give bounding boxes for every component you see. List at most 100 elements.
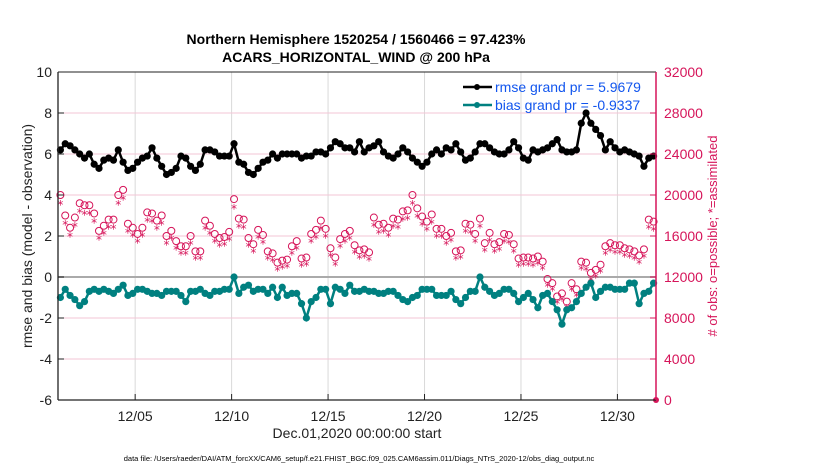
obs-possible-marker <box>596 260 605 269</box>
bias-point <box>307 298 315 306</box>
obs-possible-marker <box>157 211 166 220</box>
rmse-point <box>635 152 643 160</box>
obs-assimilated-marker: * <box>197 253 203 267</box>
x-axis-label: Dec.01,2020 00:00:00 start <box>273 425 442 441</box>
obs-assimilated-marker: * <box>323 231 329 245</box>
x-tick-label: 12/05 <box>118 408 153 424</box>
obs-assimilated-marker: * <box>385 230 391 244</box>
bias-point <box>230 273 238 281</box>
obs-possible-marker <box>176 242 185 251</box>
rmse-point <box>548 140 556 148</box>
obs-assimilated-marker: * <box>617 247 623 261</box>
bias-point <box>264 289 272 297</box>
bias-point <box>394 291 402 300</box>
obs-assimilated-marker: * <box>448 235 454 249</box>
obs-assimilated-marker: * <box>62 218 68 232</box>
bias-point <box>630 279 638 287</box>
rmse-point <box>355 138 364 146</box>
rmse-point <box>191 166 200 174</box>
rmse-point <box>370 142 378 150</box>
obs-assimilated-marker: * <box>217 240 223 254</box>
obs-possible-marker <box>635 251 644 260</box>
obs-assimilated-marker: * <box>212 236 218 250</box>
obs-possible-marker <box>94 226 103 235</box>
obs-possible-marker <box>437 224 446 233</box>
obs-possible-marker <box>90 209 99 218</box>
bias-point <box>452 295 460 304</box>
obs-assimilated-marker: * <box>525 259 531 273</box>
y-right-tick-label: 24000 <box>664 146 703 162</box>
obs-assimilated-marker: * <box>279 262 285 276</box>
rmse-point <box>606 138 614 146</box>
obs-assimilated-marker: * <box>173 243 179 257</box>
obs-assimilated-marker: * <box>207 228 213 242</box>
obs-possible-marker <box>548 279 557 288</box>
obs-assimilated-marker: * <box>516 260 522 274</box>
obs-possible-marker <box>123 219 132 228</box>
bias-point <box>225 285 233 293</box>
bias-point <box>312 293 320 302</box>
bias-point <box>519 293 527 302</box>
obs-assimilated-marker: * <box>221 239 227 253</box>
obs-possible-marker <box>80 201 89 210</box>
obs-possible-marker <box>403 206 412 215</box>
obs-assimilated-marker: * <box>434 231 440 245</box>
bias-point <box>495 289 503 297</box>
obs-possible-marker <box>167 226 176 235</box>
obs-possible-marker <box>500 229 509 238</box>
obs-assimilated-marker: * <box>414 211 420 225</box>
obs-possible-marker <box>172 237 181 246</box>
bias-point <box>481 283 489 291</box>
obs-assimilated-marker: * <box>125 226 131 240</box>
rmse-point <box>413 158 421 166</box>
obs-possible-marker <box>249 240 258 249</box>
obs-assimilated-marker: * <box>226 234 232 248</box>
bias-point <box>428 285 436 293</box>
obs-count-markers: ****************************************… <box>56 185 659 403</box>
obs-assimilated-marker: * <box>569 284 575 298</box>
bias-point <box>269 283 277 291</box>
obs-possible-marker <box>196 247 205 256</box>
y-tick-label: 0 <box>44 269 52 285</box>
obs-assimilated-marker: * <box>453 253 459 267</box>
obs-possible-marker <box>606 239 615 248</box>
chart-subtitle: ACARS_HORIZONTAL_WIND @ 200 hPa <box>222 49 490 65</box>
rmse-point <box>129 164 137 172</box>
y-right-tick-label: 16000 <box>664 228 703 244</box>
legend-rmse-label: rmse grand pr = 5.9679 <box>495 79 641 95</box>
obs-assimilated-marker: * <box>67 230 73 244</box>
rmse-point <box>379 148 388 156</box>
obs-possible-marker <box>365 248 374 257</box>
y-right-tick-label: 20000 <box>664 187 703 203</box>
rmse-point <box>447 146 455 154</box>
obs-assimilated-marker: * <box>202 223 208 237</box>
obs-assimilated-marker: * <box>82 208 88 222</box>
rmse-point <box>486 144 494 152</box>
obs-possible-marker <box>321 224 330 233</box>
obs-possible-marker <box>504 230 513 239</box>
rmse-point <box>85 150 93 158</box>
legend-bias-marker <box>474 102 480 108</box>
rmse-point <box>254 164 262 172</box>
bias-point <box>553 306 561 314</box>
obs-assimilated-marker: * <box>342 236 348 250</box>
obs-possible-marker <box>201 216 210 225</box>
obs-assimilated-marker: * <box>356 252 362 266</box>
obs-assimilated-marker: * <box>467 227 473 241</box>
obs-possible-marker <box>379 219 388 228</box>
rmse-point <box>196 160 204 168</box>
obs-possible-marker <box>326 244 335 253</box>
rmse-point <box>211 148 219 156</box>
obs-assimilated-marker: * <box>86 208 92 222</box>
rmse-point <box>293 150 301 158</box>
obs-possible-marker <box>210 229 219 238</box>
obs-possible-marker <box>109 215 118 224</box>
rmse-point <box>505 146 513 154</box>
obs-possible-marker <box>408 191 417 199</box>
obs-assimilated-marker: * <box>178 248 184 262</box>
bias-point <box>196 285 204 293</box>
obs-assimilated-marker: * <box>255 232 261 246</box>
obs-assimilated-marker: * <box>472 236 478 250</box>
obs-assimilated-marker: * <box>91 216 97 230</box>
bias-point <box>322 285 330 293</box>
